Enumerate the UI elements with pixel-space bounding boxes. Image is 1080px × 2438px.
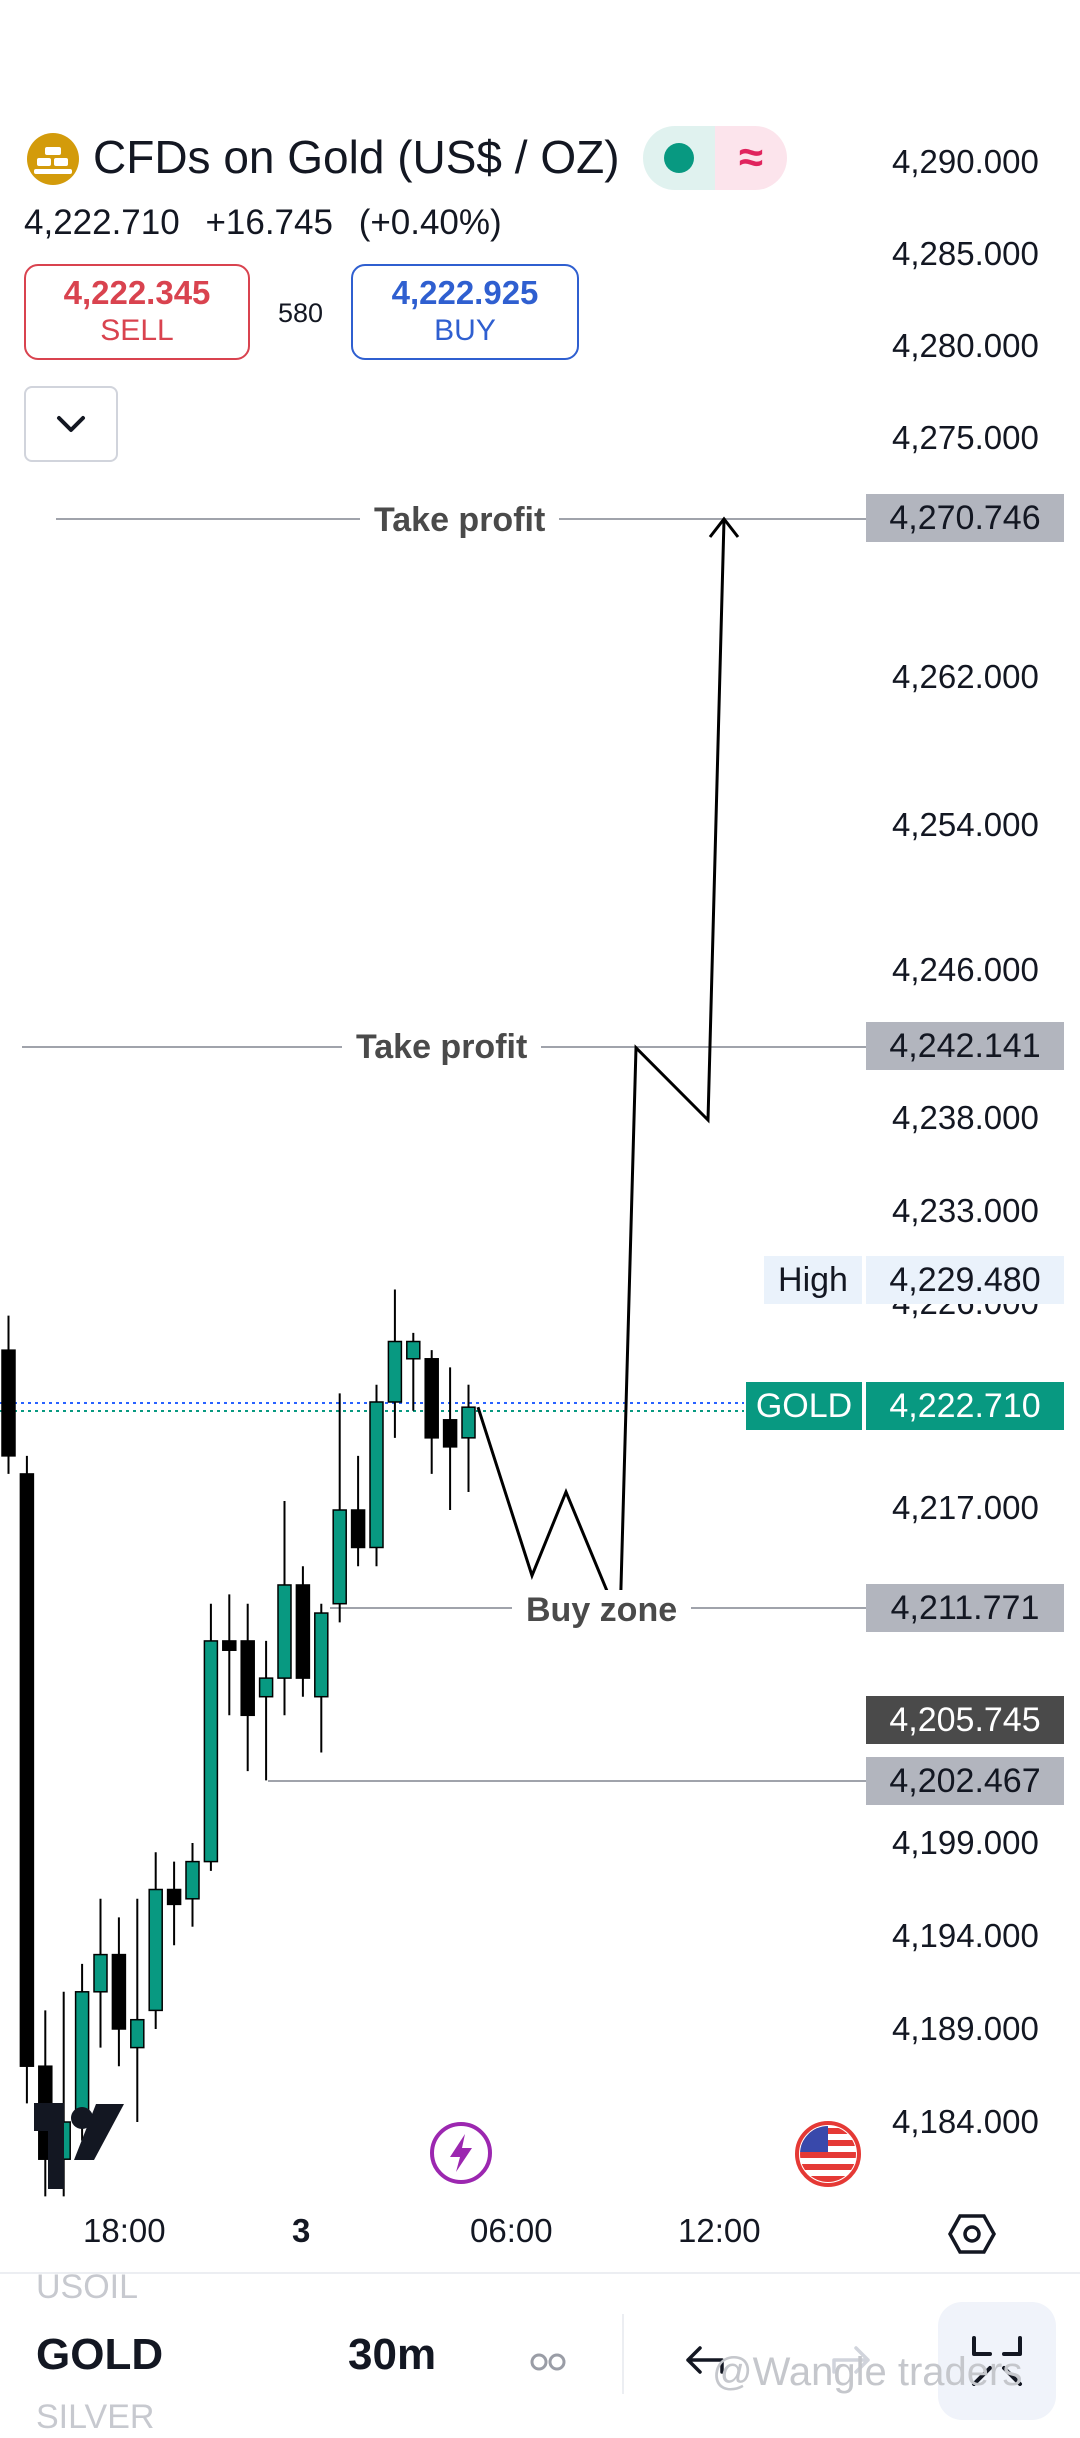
time-label-1200: 12:00	[678, 2212, 761, 2249]
candle	[295, 1584, 311, 1679]
market-status-pill[interactable]: ≈	[643, 126, 787, 190]
candle	[185, 1860, 200, 1900]
candle	[148, 1888, 163, 2012]
collapse-button[interactable]	[24, 386, 118, 462]
candle	[166, 1888, 182, 1906]
price-axis-tick: 4,199.000	[892, 1824, 1039, 1861]
redo-icon[interactable]	[830, 2342, 872, 2378]
sell-label: SELL	[100, 314, 174, 347]
price-axis-tick: 4,184.000	[892, 2103, 1039, 2140]
watermark: @Wangle traders	[712, 2350, 1023, 2394]
spread-value: 580	[278, 298, 324, 328]
take-profit-label-lower: Take profit	[342, 1027, 542, 1067]
price-axis-tick: 4,275.000	[892, 419, 1039, 456]
last-price: 4,222.710	[24, 203, 180, 242]
undo-icon[interactable]	[684, 2342, 726, 2378]
candle	[111, 1953, 127, 2030]
next-symbol[interactable]: SILVER	[36, 2398, 155, 2436]
bottom-toolbar: USOIL GOLD SILVER 30m	[0, 2268, 1080, 2438]
fullscreen-icon	[972, 2336, 1022, 2386]
take-profit-price-tag-lower[interactable]: 4,242.141	[866, 1022, 1064, 1070]
candle	[369, 1401, 384, 1549]
price-axis-tick: 4,285.000	[892, 235, 1039, 272]
candle	[1, 1349, 16, 1457]
buy-label: BUY	[434, 314, 496, 347]
buy-zone-label: Buy zone	[512, 1590, 692, 1630]
candle	[93, 1953, 108, 1993]
projection-arrowhead	[708, 516, 740, 538]
candle	[222, 1640, 237, 1651]
sell-button[interactable]: 4,222.345 SELL	[24, 264, 250, 360]
candle	[258, 1677, 274, 1698]
tradingview-logo-icon	[34, 2103, 124, 2189]
candle	[350, 1509, 366, 1549]
wave-icon: ≈	[715, 126, 787, 190]
candle	[387, 1340, 403, 1403]
settings-icon[interactable]	[948, 2212, 996, 2256]
candle	[406, 1340, 421, 1360]
candle	[19, 1473, 35, 2067]
level-price-tag[interactable]: 4,205.745	[866, 1696, 1064, 1744]
take-profit-label-upper: Take profit	[360, 500, 560, 540]
price-change-percent: (+0.40%)	[358, 203, 502, 242]
prev-symbol[interactable]: USOIL	[36, 2268, 139, 2306]
buy-button[interactable]: 4,222.925 BUY	[351, 264, 579, 360]
candle	[314, 1612, 329, 1698]
take-profit-price-tag-upper[interactable]: 4,270.746	[866, 494, 1064, 542]
candle	[332, 1509, 347, 1605]
time-label-day: 3	[292, 2212, 311, 2249]
current-price-tag: 4,222.710	[866, 1382, 1064, 1430]
toolbar-divider	[622, 2314, 624, 2394]
buy-zone-price-tag[interactable]: 4,211.771	[866, 1584, 1064, 1632]
price-axis-tick: 4,290.000	[892, 143, 1039, 180]
market-open-indicator	[643, 126, 715, 190]
candle	[203, 1640, 219, 1863]
price-summary: 4,222.710 +16.745 (+0.40%)	[24, 203, 518, 243]
candle	[277, 1584, 292, 1679]
price-change: +16.745	[205, 203, 333, 242]
support-price-tag[interactable]: 4,202.467	[866, 1757, 1064, 1805]
chart-style-icon[interactable]	[528, 2350, 568, 2374]
interval-selector[interactable]: 30m	[348, 2330, 437, 2379]
lightning-icon[interactable]	[428, 2120, 494, 2186]
time-label-1800: 18:00	[83, 2212, 166, 2249]
current-symbol[interactable]: GOLD	[36, 2330, 164, 2379]
price-axis-tick: 4,189.000	[892, 2010, 1039, 2047]
chevron-down-icon	[57, 416, 85, 432]
price-axis-tick: 4,280.000	[892, 327, 1039, 364]
price-axis-tick: 4,246.000	[892, 951, 1039, 988]
fullscreen-button[interactable]	[938, 2302, 1056, 2420]
symbol-title[interactable]: CFDs on Gold (US$ / OZ)	[93, 131, 620, 183]
price-axis-tick: 4,238.000	[892, 1099, 1039, 1136]
high-tag: High	[764, 1256, 862, 1304]
price-axis-tick: 4,233.000	[892, 1192, 1039, 1229]
candle	[74, 1991, 90, 2123]
status-dot-icon	[664, 143, 694, 173]
projection-path	[476, 519, 726, 1623]
candle	[442, 1419, 458, 1448]
candle	[461, 1406, 476, 1439]
us-flag-icon[interactable]	[794, 2120, 862, 2188]
candle	[424, 1358, 439, 1439]
buy-price: 4,222.925	[391, 274, 539, 311]
time-label-0600: 06:00	[470, 2212, 553, 2249]
gold-bars-icon	[27, 133, 79, 185]
sell-price: 4,222.345	[63, 274, 211, 311]
candle	[130, 2018, 145, 2049]
high-price-tag: 4,229.480	[866, 1256, 1064, 1304]
price-axis-tick: 4,194.000	[892, 1917, 1039, 1954]
price-axis-tick: 4,254.000	[892, 806, 1039, 843]
price-axis-tick: 4,262.000	[892, 658, 1039, 695]
price-axis-tick: 4,217.000	[892, 1489, 1039, 1526]
symbol-price-tag: GOLD	[746, 1382, 862, 1430]
candle	[240, 1640, 255, 1717]
